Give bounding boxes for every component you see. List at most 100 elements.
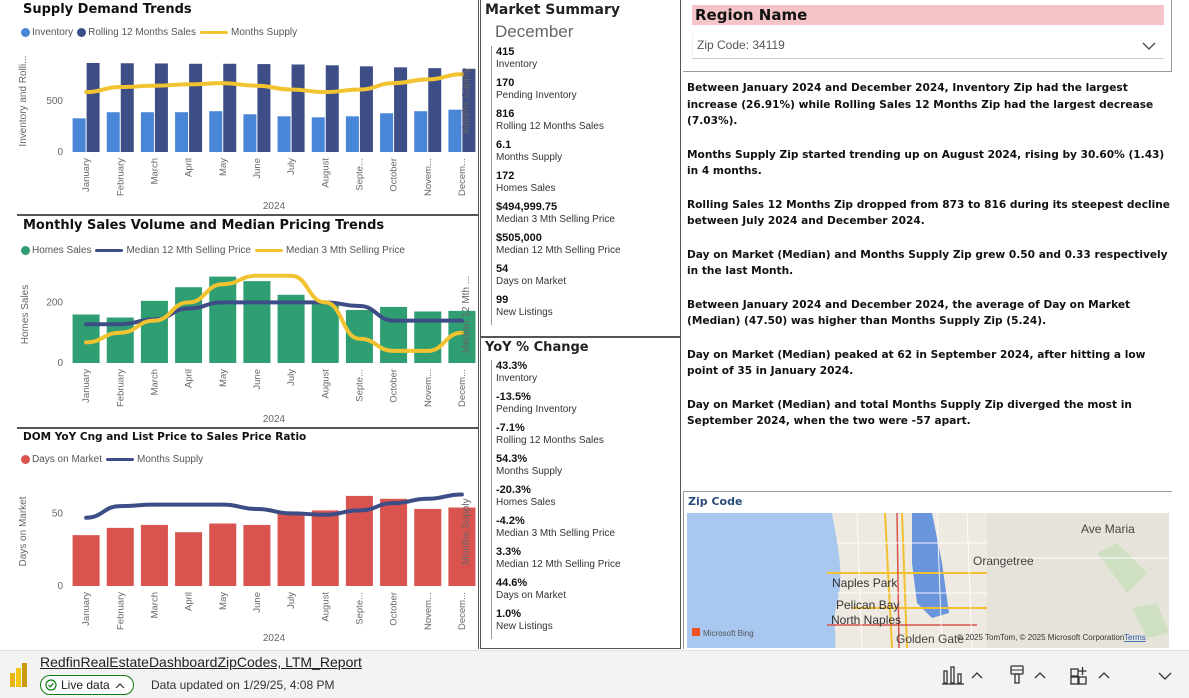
bar-inventory[interactable] (311, 117, 325, 152)
bar-rolling-12-months-sales[interactable] (86, 62, 100, 152)
bar-inventory[interactable] (175, 112, 189, 152)
bar-inventory[interactable] (277, 116, 291, 152)
kpi-value: 44.6% (496, 577, 528, 589)
chevron-up-icon (1034, 672, 1046, 679)
bar-rolling-12-months-sales[interactable] (120, 63, 134, 152)
bar-homes-sales[interactable] (277, 294, 305, 363)
zip-code-dropdown[interactable]: Zip Code: 34119 (692, 34, 1164, 59)
bar-homes-sales[interactable] (243, 281, 271, 363)
x-tick-label: October (389, 369, 400, 403)
bar-rolling-12-months-sales[interactable] (291, 64, 305, 152)
bar-inventory[interactable] (140, 112, 154, 152)
bar-inventory[interactable] (243, 114, 257, 152)
format-painter-button[interactable] (1008, 665, 1046, 685)
legend-median3: Median 3 Mth Selling Price (285, 245, 405, 256)
ms-kpi: 6.1 Months Supply (496, 139, 621, 164)
monthly-sales-chart[interactable]: 0200$480K$500K$520K$540KJanuaryFebruaryM… (17, 258, 479, 428)
map-terms-link[interactable]: Terms (1124, 633, 1146, 642)
chevron-up-icon (1098, 672, 1110, 679)
zip-code-map[interactable]: Ave Maria Orangetree Naples Park Pelican… (687, 513, 1169, 648)
bar-days-on-market[interactable] (380, 498, 408, 586)
market-summary-list: 415 Inventory 170 Pending Inventory 816 Rolli… (491, 46, 621, 325)
kpi-label: Rolling 12 Months Sales (496, 121, 604, 132)
chevron-down-icon[interactable] (1158, 672, 1172, 681)
x-tick-label: January (81, 369, 92, 403)
supply-demand-panel: Supply Demand Trends Inventory Rolling 1… (17, 0, 479, 216)
x-tick-label: February (115, 592, 126, 630)
bar-inventory[interactable] (448, 109, 462, 152)
x-tick-label: May (218, 592, 229, 610)
ms-kpi: 170 Pending Inventory (496, 77, 621, 102)
line-months-supply[interactable] (84, 72, 464, 95)
monthly-sales-legend: Homes Sales Median 12 Mth Selling Price … (21, 245, 409, 256)
bar-days-on-market[interactable] (311, 510, 339, 586)
ms-kpi: 99 New Listings (496, 294, 621, 319)
bar-inventory[interactable] (380, 113, 394, 152)
dom-chart[interactable]: 05005JanuaryFebruaryMarchAprilMayJuneJul… (17, 467, 479, 647)
y2-axis-title: Median 12 Mth ... (461, 276, 472, 353)
map-label-north-naples: North Naples (831, 613, 901, 627)
kpi-label: Months Supply (496, 152, 563, 163)
x-tick-label: Novem... (423, 369, 434, 407)
line-median-3-mth-selling-price[interactable] (84, 273, 464, 353)
bar-rolling-12-months-sales[interactable] (325, 65, 339, 152)
bar-inventory[interactable] (106, 112, 120, 152)
x-tick-label: July (286, 592, 297, 609)
bar-rolling-12-months-sales[interactable] (462, 68, 476, 152)
bar-days-on-market[interactable] (209, 523, 237, 586)
kpi-label: New Listings (496, 621, 553, 632)
x-tick-label: March (149, 592, 160, 618)
yoy-panel: YoY % Change 43.3% Inventory -13.5% Pending… (480, 337, 681, 649)
bar-homes-sales[interactable] (380, 306, 408, 363)
bar-days-on-market[interactable] (72, 535, 100, 586)
bar-days-on-market[interactable] (448, 507, 476, 586)
map-label-golden-gate: Golden Gate (896, 632, 964, 646)
live-data-button[interactable]: Live data (40, 675, 134, 695)
bar-rolling-12-months-sales[interactable] (394, 67, 408, 152)
yoy-kpi: -20.3% Homes Sales (496, 484, 621, 509)
bar-rolling-12-months-sales[interactable] (359, 66, 373, 152)
line-months-supply[interactable] (84, 492, 464, 520)
x-tick-label: April (184, 592, 195, 611)
market-summary-panel: Market Summary December 415 Inventory 170 P… (480, 0, 681, 337)
bar-inventory[interactable] (414, 111, 428, 152)
insight-paragraph: Day on Market (Median) and Months Supply… (687, 248, 1168, 278)
rolling-legend-dot (77, 28, 87, 37)
kpi-value: 99 (496, 294, 509, 306)
bar-rolling-12-months-sales[interactable] (189, 63, 203, 152)
x-tick-label: August (320, 158, 331, 188)
x-tick-label: April (184, 158, 195, 177)
x-tick-label: June (252, 158, 263, 179)
legend-inventory: Inventory (32, 27, 74, 38)
layout-button[interactable] (1070, 665, 1110, 685)
visual-options-button[interactable] (942, 665, 983, 685)
bar-days-on-market[interactable] (106, 527, 134, 586)
chevron-down-icon (1142, 42, 1156, 50)
bar-days-on-market[interactable] (243, 524, 271, 586)
y-axis-title: Inventory and Rolli... (18, 55, 29, 146)
supply-demand-chart[interactable]: 050005JanuaryFebruaryMarchAprilMayJuneJu… (17, 40, 479, 215)
bar-rolling-12-months-sales[interactable] (257, 64, 271, 152)
bar-inventory[interactable] (72, 118, 86, 152)
bar-days-on-market[interactable] (140, 524, 168, 586)
bar-homes-sales[interactable] (311, 302, 339, 363)
bar-homes-sales[interactable] (140, 300, 168, 363)
bar-days-on-market[interactable] (277, 513, 305, 586)
bar-rolling-12-months-sales[interactable] (428, 68, 442, 152)
bar-inventory[interactable] (345, 116, 359, 152)
bar-inventory[interactable] (209, 111, 223, 152)
bar-homes-sales[interactable] (72, 314, 100, 364)
insight-paragraph: Between January 2024 and December 2024, … (687, 298, 1131, 328)
bar-homes-sales[interactable] (209, 276, 237, 363)
map-label-naples-park: Naples Park (832, 576, 898, 590)
bar-days-on-market[interactable] (414, 508, 442, 586)
kpi-value: -4.2% (496, 515, 525, 527)
bar-rolling-12-months-sales[interactable] (223, 63, 237, 152)
report-name-link[interactable]: RedfinRealEstateDashboardZipCodes, LTM_R… (40, 654, 362, 670)
bar-rolling-12-months-sales[interactable] (154, 63, 168, 152)
x-axis-title: 2024 (263, 633, 286, 644)
kpi-label: Median 12 Mth Selling Price (496, 245, 621, 256)
bar-days-on-market[interactable] (175, 532, 203, 586)
chevron-up-icon (115, 682, 125, 688)
kpi-label: Pending Inventory (496, 90, 577, 101)
